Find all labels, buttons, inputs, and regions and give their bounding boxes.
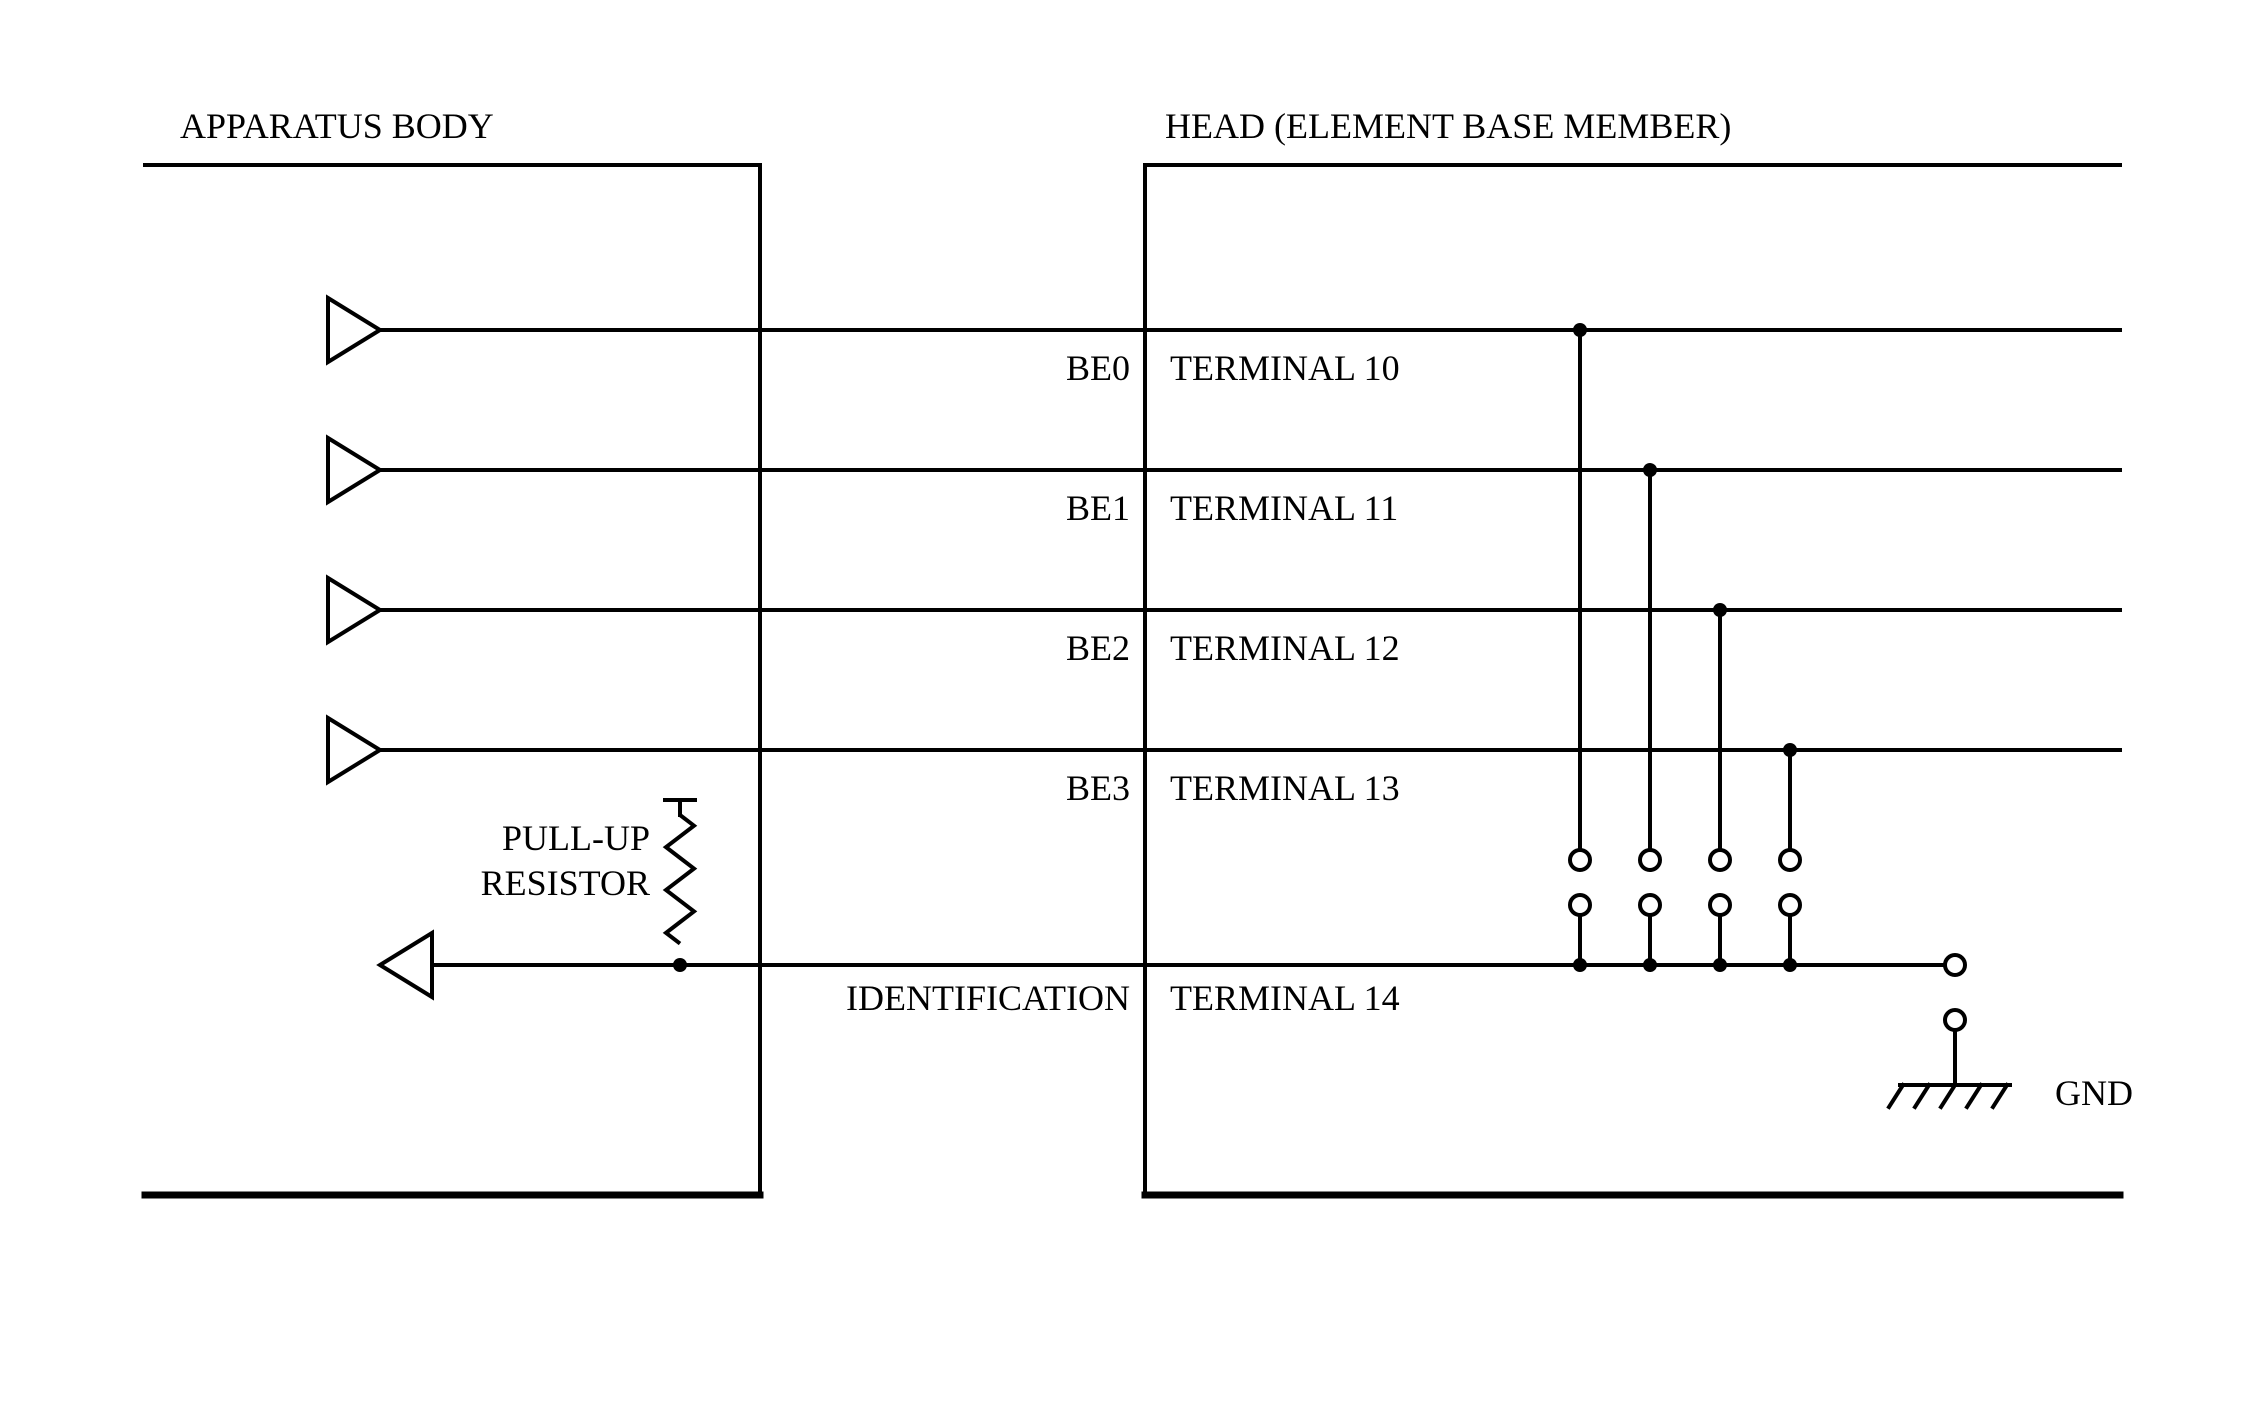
buffer-triangle bbox=[328, 578, 380, 642]
signal-label-BE3: BE3 bbox=[1066, 768, 1130, 808]
pullup-label-1: PULL-UP bbox=[502, 818, 650, 858]
terminal-label-BE0: TERMINAL 10 bbox=[1170, 348, 1400, 388]
title-right: HEAD (ELEMENT BASE MEMBER) bbox=[1165, 106, 1731, 146]
switch-terminal bbox=[1640, 850, 1660, 870]
switch-terminal bbox=[1570, 895, 1590, 915]
identification-terminal-label: TERMINAL 14 bbox=[1170, 978, 1400, 1018]
buffer-triangle bbox=[328, 718, 380, 782]
pullup-resistor bbox=[666, 815, 694, 944]
switch-terminal bbox=[1570, 850, 1590, 870]
terminal-label-BE1: TERMINAL 11 bbox=[1170, 488, 1398, 528]
junction-dot bbox=[673, 958, 687, 972]
signal-label-BE1: BE1 bbox=[1066, 488, 1130, 528]
identification-label: IDENTIFICATION bbox=[846, 978, 1130, 1018]
terminal-label-BE3: TERMINAL 13 bbox=[1170, 768, 1400, 808]
title-left: APPARATUS BODY bbox=[180, 106, 494, 146]
pullup-label-2: RESISTOR bbox=[481, 863, 650, 903]
switch-terminal bbox=[1710, 895, 1730, 915]
switch-terminal bbox=[1710, 850, 1730, 870]
terminal-label-BE2: TERMINAL 12 bbox=[1170, 628, 1400, 668]
gnd-label: GND bbox=[2055, 1073, 2133, 1113]
buffer-triangle bbox=[328, 438, 380, 502]
switch-terminal bbox=[1945, 1010, 1965, 1030]
switch-terminal bbox=[1780, 850, 1800, 870]
switch-terminal bbox=[1945, 955, 1965, 975]
signal-label-BE2: BE2 bbox=[1066, 628, 1130, 668]
signal-label-BE0: BE0 bbox=[1066, 348, 1130, 388]
buffer-triangle bbox=[328, 298, 380, 362]
buffer-triangle bbox=[380, 933, 432, 997]
switch-terminal bbox=[1780, 895, 1800, 915]
switch-terminal bbox=[1640, 895, 1660, 915]
